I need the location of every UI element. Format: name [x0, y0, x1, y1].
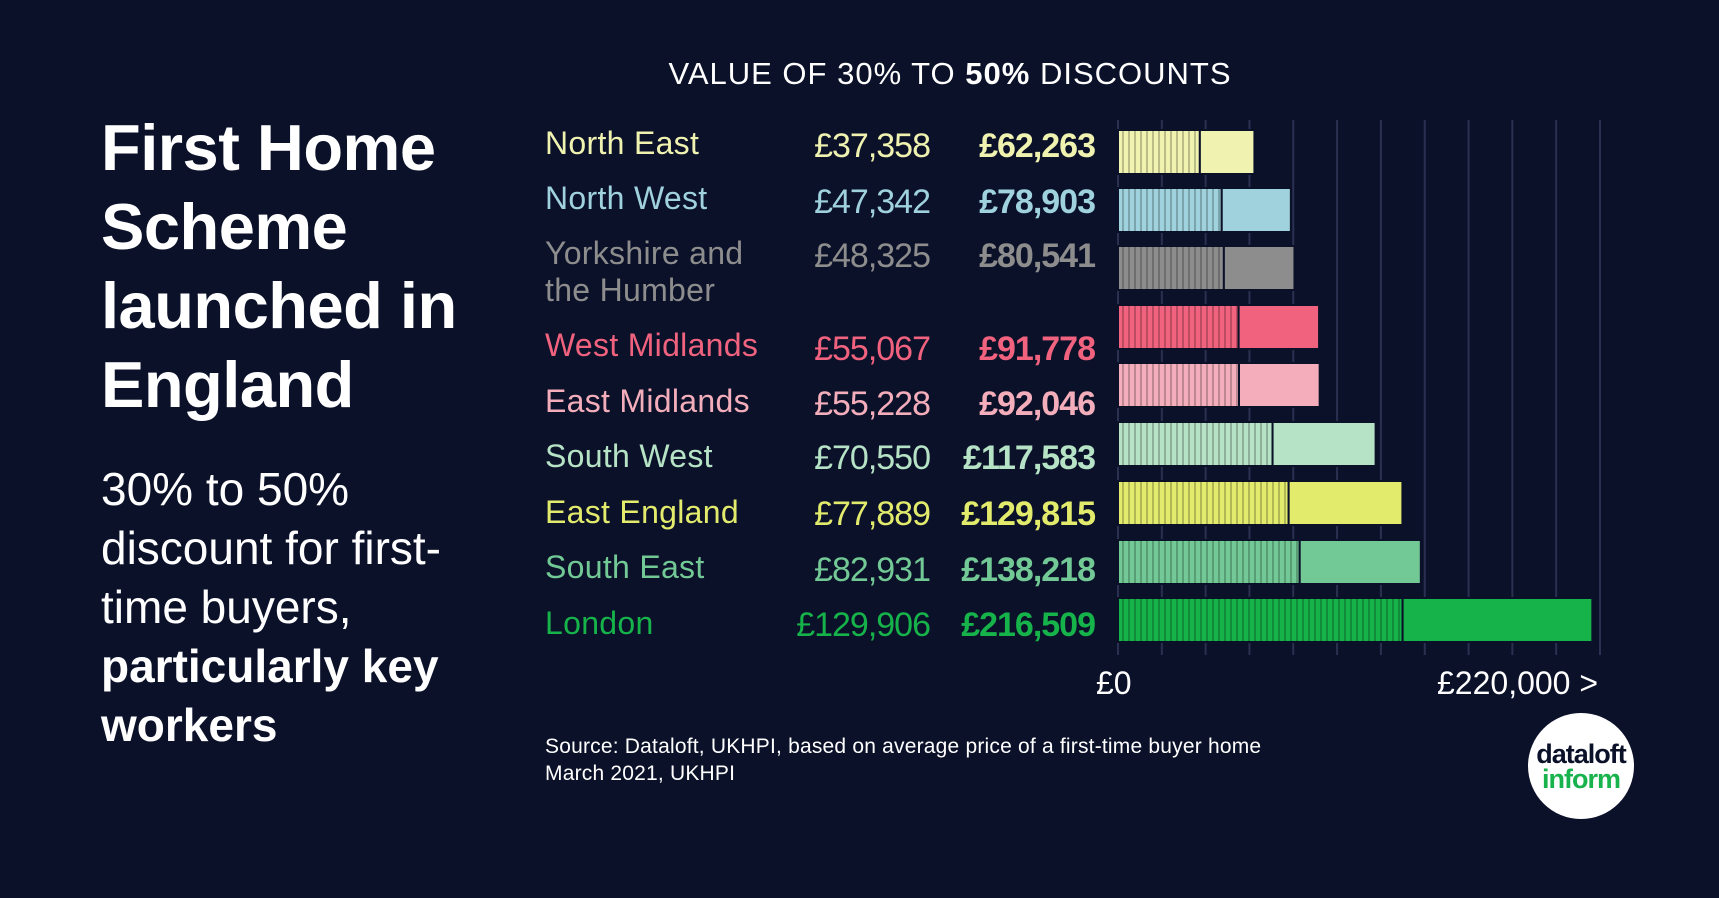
source-line-1: Source: Dataloft, UKHPI, based on averag… — [545, 735, 1262, 758]
bar-50-2 — [1222, 245, 1296, 291]
value-30-label-6: £77,889 — [814, 495, 931, 533]
region-label-7: South East — [545, 549, 705, 585]
value-50-label-4: £92,046 — [979, 385, 1096, 423]
chart-title-prefix: VALUE OF 30% TO — [668, 56, 966, 91]
chart-title-emphasis: 50% — [965, 56, 1031, 91]
subheadline-text: 30% to 50% discount for first-time buyer… — [101, 463, 441, 633]
source-note: Source: Dataloft, UKHPI, based on averag… — [545, 733, 1345, 787]
bar-50-5 — [1271, 421, 1377, 467]
bar-30-stripes-2 — [1118, 246, 1224, 290]
value-30-label-0: £37,358 — [814, 127, 931, 165]
value-30-label-2: £48,325 — [814, 237, 931, 275]
bar-50-0 — [1198, 129, 1256, 175]
region-label-6: East England — [545, 494, 739, 530]
headline: First Home Scheme launched in England — [101, 111, 457, 421]
bar-30-stripes-4 — [1118, 363, 1239, 407]
value-50-label-7: £138,218 — [961, 551, 1096, 589]
value-50-label-2: £80,541 — [979, 237, 1096, 275]
region-label-8: London — [545, 605, 654, 641]
value-30-label-1: £47,342 — [814, 183, 931, 221]
bar-30-stripes-6 — [1118, 481, 1289, 525]
bar-50-8 — [1401, 597, 1594, 643]
value-30-label-4: £55,228 — [814, 385, 931, 423]
value-30-label-7: £82,931 — [814, 551, 931, 589]
value-30-label-3: £55,067 — [814, 330, 931, 368]
value-50-label-1: £78,903 — [979, 183, 1096, 221]
region-label-1: North West — [545, 180, 708, 216]
region-label-4: East Midlands — [545, 383, 750, 419]
bar-30-stripes-3 — [1118, 305, 1239, 349]
subheadline: 30% to 50% discount for first-time buyer… — [101, 460, 501, 755]
value-50-label-5: £117,583 — [963, 439, 1096, 477]
bar-30-stripes-7 — [1118, 540, 1300, 584]
region-label-5: South West — [545, 438, 713, 474]
bar-50-4 — [1237, 362, 1321, 408]
value-30-label-8: £129,906 — [796, 606, 931, 644]
dataloft-logo: dataloft inform — [1528, 713, 1634, 819]
region-label-2: Yorkshire and the Humber — [545, 235, 744, 308]
x-axis-max-label: £220,000 > — [1437, 665, 1599, 701]
bar-30-stripes-8 — [1118, 598, 1403, 642]
bar-30-stripes-1 — [1118, 188, 1222, 232]
bar-50-7 — [1298, 539, 1422, 585]
bar-30-stripes-0 — [1118, 130, 1200, 174]
region-label-3: West Midlands — [545, 327, 759, 363]
bar-50-6 — [1287, 480, 1404, 526]
chart-title-suffix: DISCOUNTS — [1030, 56, 1232, 91]
value-50-label-3: £91,778 — [979, 330, 1096, 368]
logo-text-2: inform — [1542, 764, 1621, 794]
source-line-2: March 2021, UKHPI — [545, 762, 736, 785]
bar-50-1 — [1220, 187, 1292, 233]
bar-50-3 — [1237, 304, 1321, 350]
chart-title: VALUE OF 30% TO 50% DISCOUNTS — [620, 56, 1280, 92]
region-label-0: North East — [545, 125, 700, 161]
value-50-label-8: £216,509 — [961, 606, 1096, 644]
value-50-label-0: £62,263 — [979, 127, 1096, 165]
bar-30-stripes-5 — [1118, 422, 1273, 466]
subheadline-emphasis: particularly key workers — [101, 640, 439, 751]
logo-text-1: dataloft — [1536, 739, 1626, 769]
value-50-label-6: £129,815 — [961, 495, 1096, 533]
bars — [1117, 129, 1594, 643]
value-30-label-5: £70,550 — [814, 439, 931, 477]
x-axis-min-label: £0 — [1096, 665, 1132, 701]
